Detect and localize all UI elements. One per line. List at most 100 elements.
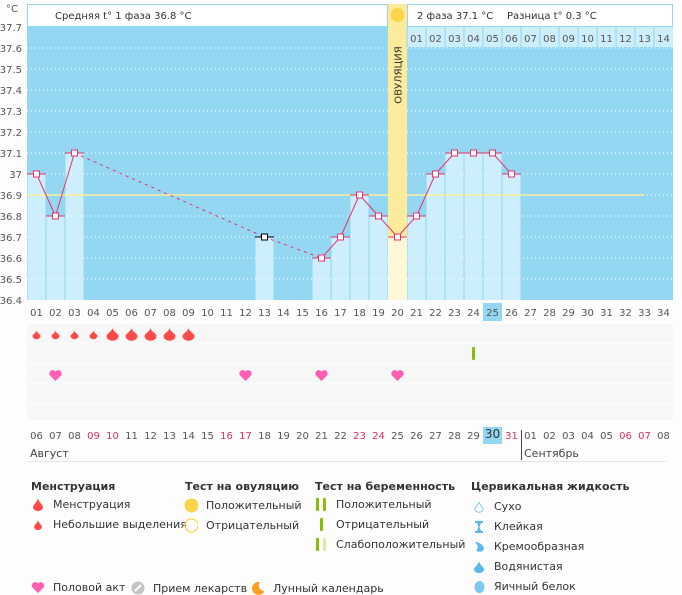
calendar-date: 06 [619, 431, 632, 442]
calendar-date: 31 [505, 431, 518, 442]
temp-bar [331, 237, 350, 300]
marker-row [27, 364, 673, 383]
temp-bar [407, 216, 426, 300]
cycle-day-label: 07 [144, 308, 157, 319]
legend-cervical-title: Цервикальная жидкость [471, 480, 630, 493]
ovulation-temp-bar [388, 237, 407, 300]
water-drop-icon [472, 560, 486, 573]
light-spotting-icon [32, 330, 41, 340]
today-highlight [483, 303, 502, 321]
calendar-date: 10 [106, 431, 119, 442]
cycle-day-label: 17 [334, 308, 347, 319]
calendar-date: 07 [638, 431, 651, 442]
y-tick-label: 37.4 [0, 86, 22, 97]
y-tick-label: 36.5 [0, 275, 22, 286]
ovulation-column [388, 4, 407, 300]
legend-ovulation-test-title: Тест на овуляцию [185, 480, 299, 493]
temp-point [318, 254, 325, 262]
cycle-day-label: 02 [49, 308, 62, 319]
cycle-day-label: 06 [125, 308, 138, 319]
temp-bar [312, 258, 331, 300]
creamy-drop-icon [472, 541, 486, 553]
menstruation-icon [182, 327, 195, 341]
phase2-average: 2 фаза 37.1 °C [417, 11, 493, 22]
two-green-bars-icon [314, 498, 328, 511]
legend-cervical-sticky: Клейкая [472, 520, 543, 533]
dpo-label: 07 [524, 34, 537, 45]
dpo-label: 02 [429, 34, 442, 45]
calendar-date: 14 [182, 431, 195, 442]
legend-menstruation: Менструация [31, 498, 130, 511]
cycle-day-label: 18 [353, 308, 366, 319]
dpo-label: 05 [486, 34, 499, 45]
temp-point [470, 149, 477, 157]
cycle-day-label: 14 [277, 308, 290, 319]
pill-icon [131, 581, 145, 595]
cycle-day-label: 25 [486, 308, 499, 319]
empty-circle-icon [184, 518, 198, 533]
temp-line-segment [416, 173, 436, 217]
marker-row [27, 344, 673, 363]
temp-point [52, 212, 59, 220]
intercourse-heart-icon [49, 370, 62, 381]
legend-ovulation-negative: Отрицательный [184, 518, 299, 533]
calendar-baseline [27, 461, 667, 462]
temp-bar [255, 237, 274, 300]
dpo-label: 09 [562, 34, 575, 45]
cycle-day-label: 21 [410, 308, 423, 319]
temp-bar [483, 153, 502, 300]
egg-icon [472, 580, 486, 593]
dpo-label: 13 [638, 34, 651, 45]
temp-point [261, 233, 268, 241]
y-tick-label: 36.4 [0, 296, 22, 307]
light-spotting-icon [89, 330, 98, 340]
calendar-date: 07 [49, 431, 62, 442]
y-tick-label: 37.1 [0, 149, 22, 160]
calendar-date: 22 [334, 431, 347, 442]
cycle-day-label: 33 [638, 308, 651, 319]
calendar-date: 06 [30, 431, 43, 442]
dpo-label: 03 [448, 34, 461, 45]
marker-row [27, 404, 673, 420]
cycle-day-label: 03 [68, 308, 81, 319]
calendar-date: 04 [581, 431, 594, 442]
phase2-box [407, 4, 673, 27]
calendar-date: 11 [125, 431, 138, 442]
cycle-day-label: 11 [220, 308, 233, 319]
calendar-date: 24 [372, 431, 385, 442]
cycle-day-label: 29 [562, 308, 575, 319]
cycle-day-label: 31 [600, 308, 613, 319]
heart-icon [31, 581, 45, 594]
temp-bar [369, 216, 388, 300]
dpo-label: 14 [657, 34, 670, 45]
cycle-day-label: 26 [505, 308, 518, 319]
dpo-label: 04 [467, 34, 480, 45]
temp-bar [445, 153, 464, 300]
temp-point [432, 170, 439, 178]
y-tick-label: 36.6 [0, 254, 22, 265]
calendar-date: 12 [144, 431, 157, 442]
ovulation-positive-icon [390, 8, 405, 22]
menstruation-icon [106, 327, 119, 341]
calendar-date: 15 [201, 431, 214, 442]
cycle-day-label: 15 [296, 308, 309, 319]
calendar-date: 01 [524, 431, 537, 442]
dpo-label: 12 [619, 34, 632, 45]
temp-point [375, 212, 382, 220]
phase1-average: Средняя t° 1 фаза 36.8 °C [55, 11, 192, 22]
month-august: Август [30, 447, 69, 460]
cycle-day-label: 20 [391, 308, 404, 319]
outline-drop-icon [472, 501, 486, 513]
y-tick-label: 36.9 [0, 191, 22, 202]
calendar-date: 08 [657, 431, 670, 442]
calendar-date: 29 [467, 431, 480, 442]
y-tick-label: 36.8 [0, 212, 22, 223]
temp-point [451, 149, 458, 157]
y-tick-label: 37.2 [0, 128, 22, 139]
legend-menstruation-title: Менструация [31, 480, 116, 493]
cycle-day-label: 23 [448, 308, 461, 319]
calendar-date: 21 [315, 431, 328, 442]
temp-point [394, 233, 401, 241]
legend-pregnancy-test-title: Тест на беременность [315, 480, 456, 493]
dpo-label: 06 [505, 34, 518, 45]
